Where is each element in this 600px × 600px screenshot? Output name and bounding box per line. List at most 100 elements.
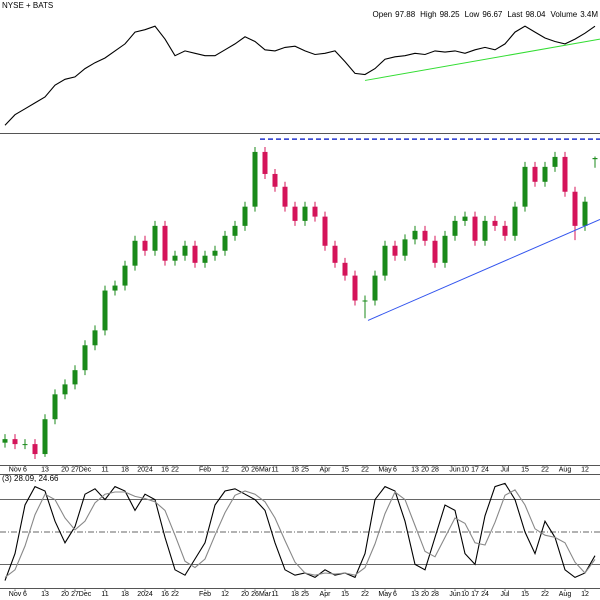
x-tick-label: 11 [101, 466, 108, 473]
candle-body [542, 166, 548, 182]
candle-body [132, 240, 138, 266]
x-tick-label: 11 [101, 591, 108, 598]
x-tick-label: 17 [471, 466, 479, 473]
quote-value: 96.67 [482, 10, 503, 19]
x-tick-label: Feb [199, 466, 211, 473]
x-tick-label: 6 [393, 466, 397, 473]
candle-body [202, 255, 208, 263]
x-tick-label: Dec [79, 591, 92, 598]
x-tick-label: 11 [271, 466, 278, 473]
line [4, 482, 596, 581]
x-tick-label: 15 [521, 466, 529, 473]
candle-body [442, 235, 448, 263]
x-tick-label: 22 [171, 591, 179, 598]
candle-body [562, 156, 568, 192]
x-tick-label: 20 [61, 591, 69, 598]
candle-body [152, 225, 158, 251]
candle-body [222, 235, 228, 251]
candle-body [122, 265, 128, 286]
x-tick-label: Apr [320, 591, 332, 598]
candle-body [272, 173, 278, 187]
x-tick-label: 17 [471, 591, 479, 598]
x-tick-label: 28 [431, 466, 439, 473]
x-tick-label: 26 [251, 591, 259, 598]
x-tick-label: 28 [431, 591, 439, 598]
candle-body [42, 419, 48, 455]
x-tick-label: 12 [221, 466, 229, 473]
candle-body [262, 151, 268, 174]
x-tick-label: 22 [361, 591, 369, 598]
candle-body [172, 255, 178, 261]
x-tick-label: 16 [161, 466, 169, 473]
candle-body [32, 444, 38, 455]
x-tick-label: 25 [301, 591, 309, 598]
candle-body [352, 275, 358, 301]
x-tick-label: 15 [341, 466, 349, 473]
quote-value: 98.25 [440, 10, 461, 19]
exchange: NYSE + BATS [2, 1, 53, 10]
quote-value: 3.4M [580, 10, 598, 19]
x-tick-label: 18 [291, 466, 299, 473]
candle-body [422, 230, 428, 241]
x-tick-label: 18 [121, 466, 129, 473]
candle-body [212, 250, 218, 256]
trendline [367, 219, 600, 321]
candle-body [362, 300, 368, 302]
candle-body [2, 439, 8, 443]
quote-value: 98.04 [525, 10, 546, 19]
candle-body [502, 225, 508, 236]
x-tick-label: 6 [393, 591, 397, 598]
quote-name: High [420, 10, 436, 19]
candle-body [512, 206, 518, 236]
x-tick-label: 10 [461, 466, 469, 473]
x-tick-label: 20 [421, 466, 429, 473]
candle-body [522, 166, 528, 207]
x-tick-label: 18 [291, 591, 299, 598]
x-tick-label: 2024 [137, 466, 153, 473]
line [4, 25, 596, 126]
candle-body [452, 220, 458, 236]
candle-body [22, 444, 28, 446]
candle-body [342, 262, 348, 276]
x-tick-label: Jun [449, 466, 460, 473]
candle-body [52, 394, 58, 420]
x-tick-label: 20 [241, 591, 249, 598]
x-tick-label: 22 [541, 466, 549, 473]
candle-body [582, 201, 588, 226]
x-tick-label: Aug [559, 466, 572, 473]
x-tick-label: Jul [501, 591, 510, 598]
candle-body [332, 245, 338, 263]
x-tick-label: Mar [259, 591, 272, 598]
candle-body [412, 230, 418, 240]
candle-body [62, 384, 68, 395]
x-tick-label: 12 [581, 591, 589, 598]
candle-body [462, 216, 468, 221]
x-tick-label: 12 [581, 466, 589, 473]
x-tick-label: 12 [221, 591, 229, 598]
x-tick-label: 13 [41, 466, 49, 473]
candle-body [572, 191, 578, 226]
candle-body [592, 158, 598, 160]
x-tick-label: Aug [559, 591, 572, 598]
x-tick-label: Mar [259, 466, 272, 473]
candle-body [432, 240, 438, 263]
candle-body [82, 345, 88, 371]
candle-body [302, 206, 308, 221]
candle-body [552, 156, 558, 167]
candle-body [92, 330, 98, 346]
x-tick-label: 15 [341, 591, 349, 598]
x-tick-label: Jul [501, 466, 510, 473]
candle-body [532, 166, 538, 182]
x-tick-label: 13 [411, 591, 419, 598]
x-tick-label: 20 [61, 466, 69, 473]
x-tick-label: 20 [241, 466, 249, 473]
candle-body [292, 206, 298, 221]
candle-body [142, 240, 148, 251]
candle-body [472, 216, 478, 241]
indicator-label: (3) 28.09, 24.66 [2, 474, 59, 483]
candle-body [372, 275, 378, 301]
x-tick-label: 24 [481, 591, 489, 598]
x-tick-label: Nov [9, 591, 22, 598]
candle-body [402, 239, 408, 256]
